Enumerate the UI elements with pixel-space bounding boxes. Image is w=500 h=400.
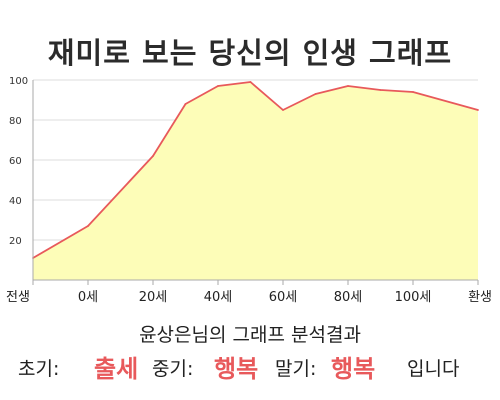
analysis-heading: 윤상은님의 그래프 분석결과 [139,324,361,346]
late-value: 행복 [331,355,376,383]
early-value: 출세 [94,355,139,383]
data-point [347,85,349,87]
data-point [314,93,317,95]
series-line [32,81,479,259]
data-point [282,109,284,111]
y-tick-label: 20 [9,236,22,247]
analysis-result: 초기: 출세 중기: 행복 말기: 행복 입니다 [18,344,488,384]
x-tick-label: 100세 [395,290,432,305]
x-tick-label: 환생 [468,290,492,305]
x-tick-label: 80세 [334,290,363,305]
area-fill [33,82,478,280]
data-point [412,91,414,93]
late-label: 말기: [275,358,317,380]
data-point [477,109,479,111]
data-point [184,103,187,105]
data-point [87,225,89,227]
y-tick-label: 80 [9,116,22,127]
data-point [379,89,382,91]
y-tick-label: 40 [9,196,22,207]
data-point [217,85,219,87]
early-label: 초기: [18,358,60,380]
x-tick-label: 전생 [6,290,30,305]
data-point [249,81,252,83]
x-tick-label: 20세 [139,290,168,305]
x-tick-label: 40세 [204,290,233,305]
y-tick-label: 60 [9,156,22,167]
ending-text: 입니다 [407,358,460,380]
middle-label: 중기: [152,358,194,380]
x-tick-label: 0세 [78,290,98,305]
middle-value: 행복 [214,355,259,383]
page-title: 재미로 보는 당신의 인생 그래프 [47,36,453,70]
y-tick-label: 100 [9,76,28,87]
x-tick-label: 60세 [269,290,298,305]
data-point [152,155,154,157]
